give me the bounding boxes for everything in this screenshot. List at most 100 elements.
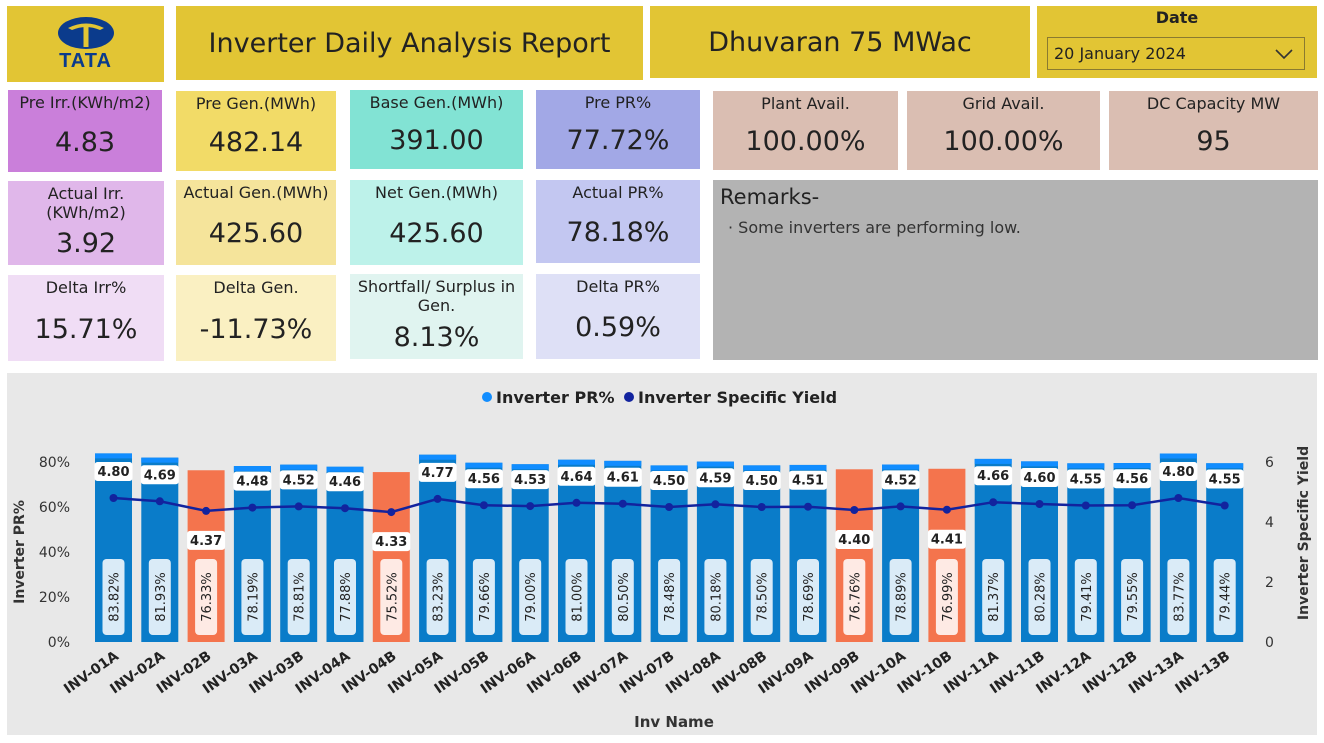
- pr-data-label: 79.44%: [1219, 572, 1234, 622]
- pre-gen-card: Pre Gen.(MWh) 482.14: [176, 91, 336, 171]
- yield-point: [896, 502, 905, 511]
- y-tick-label: 0%: [48, 635, 70, 651]
- actual-gen-label: Actual Gen.(MWh): [183, 183, 329, 202]
- pr-label-bg: [611, 559, 634, 635]
- yield-point: [202, 506, 211, 515]
- delta-pr-card: Delta PR% 0.59%: [536, 274, 700, 359]
- dc-capacity-label: DC Capacity MW: [1146, 94, 1281, 113]
- pr-bar-cap: [141, 457, 179, 463]
- delta-irr-card: Delta Irr% 15.71%: [8, 275, 164, 361]
- delta-pr-value: 0.59%: [575, 312, 661, 343]
- yield-data-label: 4.41: [931, 533, 963, 548]
- pr-label-bg: [102, 559, 125, 635]
- yield-point: [433, 494, 442, 503]
- yield-data-label: 4.59: [699, 471, 731, 486]
- report-title: Inverter Daily Analysis Report: [176, 6, 643, 80]
- base-gen-label: Base Gen.(MWh): [369, 93, 504, 112]
- pr-label-bg: [472, 559, 495, 635]
- pr-bar-cap: [604, 460, 642, 466]
- legend-pr-label: Inverter PR%: [496, 388, 615, 407]
- date-label: Date: [1155, 8, 1199, 27]
- pr-data-label: 78.50%: [756, 572, 771, 622]
- y2-tick-label: 6: [1265, 455, 1274, 471]
- pr-label-bg: [1167, 559, 1190, 635]
- bullet-icon: ·: [728, 218, 739, 237]
- pr-bar-cap: [558, 459, 595, 465]
- pr-data-label: 79.00%: [524, 572, 539, 622]
- pr-data-label: 76.76%: [848, 572, 863, 622]
- yield-data-label: 4.80: [1162, 465, 1194, 480]
- yield-data-label: 4.61: [607, 471, 639, 486]
- yield-label-bg: [974, 466, 1013, 486]
- remarks-title: Remarks-: [720, 185, 820, 209]
- yield-label-bg: [696, 468, 735, 488]
- pr-yield-chart: Inverter PR% Inverter Specific Yield 0% 20%…: [12, 388, 1312, 731]
- yield-label-bg: [557, 466, 596, 486]
- yield-data-label: 4.50: [653, 474, 685, 489]
- pr-data-label: 79.41%: [1080, 572, 1095, 622]
- grid-avail-card: Grid Avail. 100.00%: [907, 91, 1100, 170]
- actual-pr-card: Actual PR% 78.18%: [536, 180, 700, 263]
- actual-pr-label: Actual PR%: [572, 183, 664, 202]
- pr-bar-cap: [95, 453, 132, 459]
- yield-label-bg: [1205, 469, 1244, 489]
- pr-bar-cap: [1206, 463, 1244, 469]
- y2-tick-label: 2: [1265, 575, 1274, 591]
- pr-bar-cap: [696, 461, 734, 467]
- y2-tick-label: 4: [1265, 515, 1274, 531]
- actual-irr-card: Actual Irr.(KWh/m2) 3.92: [8, 181, 164, 265]
- yield-label-bg: [233, 471, 272, 491]
- remarks-item-text: Some inverters are performing low.: [738, 218, 1021, 237]
- yield-point: [1035, 500, 1044, 508]
- yield-label-bg: [1020, 468, 1059, 487]
- yield-label-bg: [927, 529, 966, 549]
- y2-axis-title: Inverter Specific Yield: [1296, 446, 1312, 620]
- actual-irr-label: Actual Irr.(KWh/m2): [46, 184, 126, 222]
- actual-gen-value: 425.60: [208, 218, 304, 249]
- pr-data-label: 78.69%: [802, 572, 817, 622]
- yield-label-bg: [279, 470, 318, 490]
- yield-data-label: 4.77: [422, 466, 454, 481]
- delta-irr-label: Delta Irr%: [45, 278, 127, 297]
- yield-point: [109, 494, 118, 502]
- yield-data-label: 4.69: [144, 468, 176, 483]
- yield-point: [1081, 501, 1090, 510]
- plant-name: Dhuvaran 75 MWac: [650, 6, 1030, 78]
- pr-label-bg: [241, 559, 264, 635]
- yield-point: [1174, 494, 1183, 502]
- dc-capacity-card: DC Capacity MW 95: [1109, 91, 1318, 170]
- tata-logo-icon: [57, 16, 114, 49]
- yield-point: [711, 500, 720, 509]
- yield-point: [850, 506, 859, 514]
- pr-data-label: 80.50%: [617, 572, 632, 622]
- pr-bar-cap: [465, 462, 503, 468]
- pr-bar-cap: [1159, 453, 1197, 459]
- remarks-item: · Some inverters are performing low.: [728, 218, 1021, 237]
- pr-data-label: 78.19%: [246, 572, 261, 622]
- yield-point: [387, 508, 396, 517]
- grid-avail-value: 100.00%: [943, 126, 1064, 157]
- pr-bar-cap: [326, 466, 364, 472]
- y-tick-label: 20%: [39, 590, 70, 606]
- yield-point: [618, 499, 627, 508]
- net-gen-card: Net Gen.(MWh) 425.60: [350, 180, 523, 265]
- yield-data-label: 4.60: [1023, 471, 1055, 486]
- delta-gen-label: Delta Gen.: [213, 278, 299, 297]
- shortfall-card: Shortfall/ Surplus in Gen. 8.13%: [350, 274, 523, 359]
- pr-label-bg: [1074, 559, 1097, 635]
- pr-bar-cap: [743, 465, 781, 471]
- logo-text: TATA: [59, 49, 112, 72]
- date-dropdown[interactable]: 20 January 2024: [1047, 37, 1305, 70]
- pr-label-bg: [334, 559, 356, 635]
- pr-data-label: 78.89%: [895, 572, 910, 622]
- y-tick-label: 80%: [39, 455, 70, 471]
- yield-point: [1128, 501, 1137, 510]
- pr-label-bg: [1028, 559, 1051, 635]
- pr-label-bg: [889, 559, 912, 635]
- plant-avail-card: Plant Avail. 100.00%: [713, 91, 898, 170]
- yield-data-label: 4.52: [283, 473, 315, 488]
- yield-label-bg: [418, 462, 457, 482]
- yield-data-label: 4.46: [329, 475, 361, 490]
- yield-data-label: 4.48: [236, 475, 268, 490]
- yield-point: [479, 501, 488, 510]
